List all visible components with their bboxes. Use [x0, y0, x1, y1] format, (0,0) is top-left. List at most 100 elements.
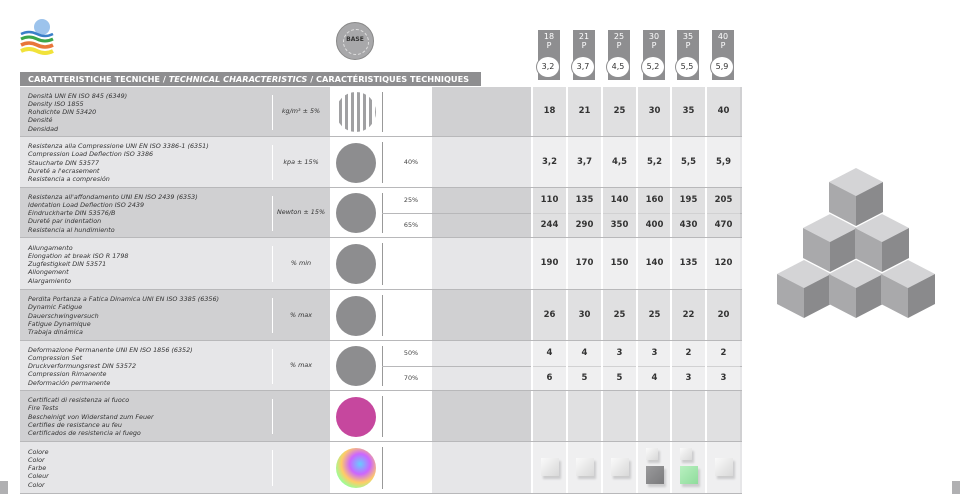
column-gap: [636, 391, 638, 441]
value-column: [533, 341, 566, 390]
column-gap: [670, 238, 672, 289]
property-label-line: Fatigue Dynamique: [28, 319, 91, 328]
property-label-line: Dureté par indentation: [28, 217, 102, 226]
property-label: Resistenza all'affondamento UNI EN ISO 2…: [28, 193, 198, 234]
grade-suffix: P: [651, 41, 657, 50]
value-column: [638, 290, 671, 340]
grade-header: 25 P 4,5: [606, 30, 630, 80]
value-cell: 3: [616, 347, 623, 358]
unit-label: kpa ± 15%: [283, 157, 319, 166]
value-column: [672, 188, 705, 237]
value-cell: 135: [575, 194, 594, 205]
cube: [881, 260, 935, 318]
value-column: [533, 238, 566, 289]
sub-condition-label: 50%: [403, 348, 419, 357]
column-gap: [705, 238, 707, 289]
column-gap: [601, 341, 603, 390]
column-gap: [670, 341, 672, 390]
value-column: [638, 238, 671, 289]
sub-cell: [382, 341, 432, 390]
table-row: Colore Color Farbe Coleur Color: [20, 442, 742, 494]
value-column: [603, 341, 636, 390]
sub-cell: [382, 391, 432, 441]
value-column: [533, 290, 566, 340]
grade-header: 30 P 5,2: [641, 30, 665, 80]
grade-density: 30: [648, 32, 660, 41]
value-cell: 20: [717, 309, 730, 320]
property-label: Allungamento Elongation at break ISO R 17…: [28, 244, 128, 285]
value-cell: 5,5: [680, 156, 697, 167]
column-gap: [566, 87, 568, 136]
table-row: Resistenza all'affondamento UNI EN ISO 2…: [20, 188, 742, 238]
grade-hardness-badge: 5,2: [641, 56, 665, 78]
value-cell: 30: [648, 106, 661, 116]
column-gap: [705, 87, 707, 136]
value-cell: 160: [645, 194, 664, 205]
column-gap: [601, 87, 603, 136]
property-label: Densità UNI EN ISO 845 (6349) Density ISO…: [28, 92, 127, 133]
column-gap: [566, 290, 568, 340]
grade-header: 21 P 3,7: [571, 30, 595, 80]
divider: [272, 245, 273, 283]
value-cell: 21: [578, 106, 591, 116]
prev-page-tab[interactable]: [0, 481, 8, 494]
column-gap: [601, 391, 603, 441]
value-column: [568, 87, 601, 136]
property-label-line: Densité: [28, 116, 53, 125]
property-label-line: Dynamic Fatigue: [28, 303, 83, 312]
property-label-line: Certificati di resistenza al fuoco: [28, 396, 130, 404]
divider: [272, 144, 273, 181]
table-row: Deformazione Permanente UNI EN ISO 1856 …: [20, 341, 742, 391]
divider: [272, 195, 273, 231]
value-cell: 3: [651, 347, 658, 358]
compression-set-icon: [336, 346, 376, 386]
column-gap: [670, 290, 672, 340]
white-color-swatch: [611, 458, 629, 476]
property-label: Resistenza alla Compressione UNI EN ISO …: [28, 142, 209, 183]
value-cell: 170: [575, 258, 594, 268]
value-column: [707, 290, 740, 340]
column-gap: [636, 442, 638, 493]
dynamic-fatigue-icon: [336, 295, 376, 336]
property-label-line: Elongation at break ISO R 1798: [28, 251, 129, 260]
column-gap: [670, 188, 672, 237]
grade-density: 35: [682, 32, 694, 41]
value-cell: 205: [714, 194, 733, 205]
value-cell: 5,2: [646, 156, 663, 167]
column-gap: [566, 188, 568, 237]
grade-density: 25: [613, 32, 625, 41]
column-gap: [531, 87, 533, 136]
sub-cell: [382, 137, 432, 187]
sub-condition-label: 40%: [403, 157, 419, 166]
property-label-line: Staucharte DIN 53577: [28, 158, 100, 167]
value-cell: 4,5: [611, 156, 628, 167]
grade-header: 40 P 5,9: [710, 30, 734, 80]
value-column: [672, 87, 705, 136]
value-column: [533, 188, 566, 237]
grade-hardness-badge: 5,9: [710, 56, 734, 78]
value-column: [707, 87, 740, 136]
value-column: [533, 391, 566, 441]
value-column: [603, 188, 636, 237]
column-gap: [531, 137, 533, 187]
divider: [382, 447, 383, 489]
next-page-tab[interactable]: [952, 481, 960, 494]
cube: [829, 260, 883, 318]
value-cell: 6: [546, 372, 553, 383]
value-column: [672, 238, 705, 289]
property-label: Certificati di resistenza al fuoco Fire T…: [28, 396, 154, 437]
value-column: [603, 238, 636, 289]
column-gap: [601, 442, 603, 493]
white-color-swatch: [541, 458, 559, 476]
value-column: [707, 341, 740, 390]
value-cell: 5: [616, 372, 623, 383]
property-label-line: Perdita Portanza a Fatica Dinamica UNI E…: [28, 295, 220, 303]
unit-label: % min: [290, 259, 312, 267]
sub-cell: [382, 238, 432, 289]
value-cell: 4: [651, 372, 658, 383]
value-cell: 2: [685, 347, 692, 358]
column-gap: [705, 137, 707, 187]
grade-hardness-badge: 3,7: [571, 56, 595, 78]
company-logo: [20, 19, 54, 55]
column-gap: [601, 238, 603, 289]
